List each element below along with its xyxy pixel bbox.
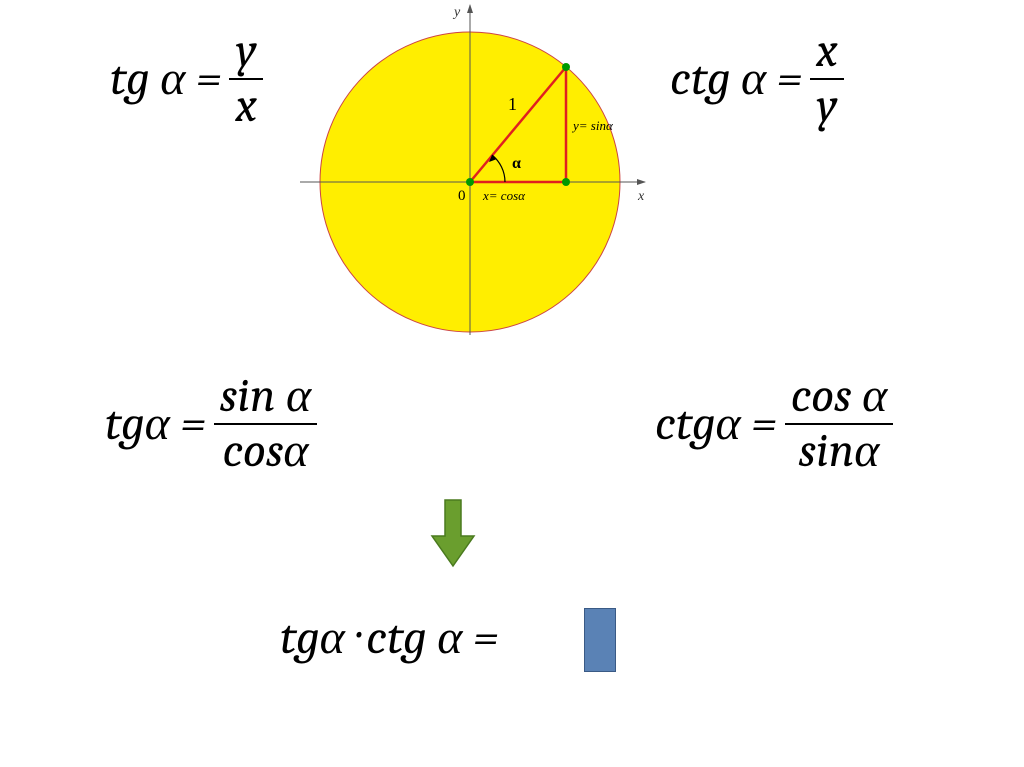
fraction: cos α sinα	[785, 370, 894, 478]
vertex-foot	[562, 178, 570, 186]
formula-tg-sincos: tgα = sin α cosα	[105, 370, 317, 478]
axis-label-x: x	[637, 189, 645, 204]
hypotenuse-label: 1	[508, 94, 517, 114]
formula-ctg-cossin: ctgα = cos α sinα	[655, 370, 893, 478]
vertex-origin	[466, 178, 474, 186]
formula-text: tgα · ctg α =	[280, 610, 498, 665]
formula-product: tgα · ctg α =	[280, 610, 498, 665]
fraction: sin α cosα	[214, 370, 317, 478]
fraction: y x	[229, 25, 262, 133]
axis-label-y: y	[452, 5, 461, 20]
angle-label: α	[512, 155, 521, 172]
unit-circle-svg: x y 0 1 α x= cosα y= sinα	[280, 0, 650, 340]
formula-lhs: tg α =	[110, 51, 221, 106]
hidden-result-box	[584, 608, 616, 672]
formula-lhs: tgα =	[105, 396, 206, 451]
vertex-point	[562, 63, 570, 71]
fraction-den: sinα	[793, 425, 886, 478]
fraction-num: y	[230, 25, 263, 78]
formula-lhs: ctg α =	[670, 51, 802, 106]
x-cos-label: x= cosα	[482, 188, 526, 203]
y-sin-label: y= sinα	[571, 118, 614, 133]
fraction-den: x	[229, 80, 262, 133]
formula-lhs: ctgα =	[655, 396, 777, 451]
unit-circle-diagram: x y 0 1 α x= cosα y= sinα	[280, 0, 650, 340]
down-arrow-icon	[430, 498, 476, 568]
fraction-num: x	[810, 25, 843, 78]
formula-ctg-xy: ctg α = x y	[670, 25, 844, 133]
fraction-num: cos α	[785, 370, 894, 423]
fraction-num: sin α	[214, 370, 317, 423]
fraction: x y	[810, 25, 843, 133]
formula-tg-xy: tg α = y x	[110, 25, 263, 133]
fraction-den: cosα	[217, 425, 315, 478]
origin-label: 0	[458, 188, 466, 204]
fraction-den: y	[811, 80, 844, 133]
